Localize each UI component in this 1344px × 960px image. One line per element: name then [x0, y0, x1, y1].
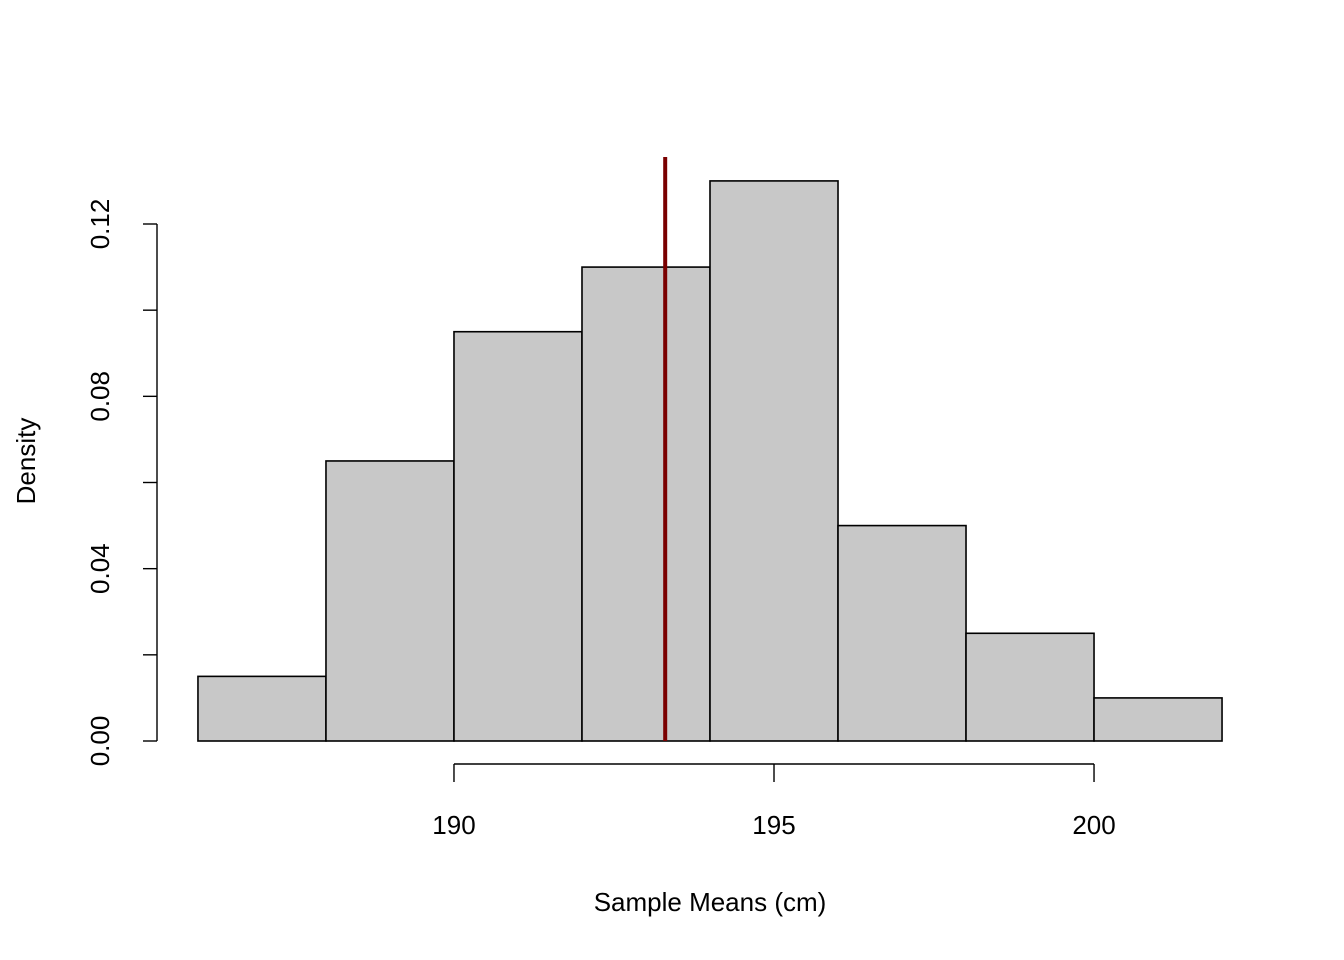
- histogram-bars: [197, 180, 1223, 742]
- histogram-bar-5: [709, 180, 839, 742]
- histogram-bar-2: [325, 460, 455, 742]
- y-tick-label: 0.00: [85, 716, 115, 767]
- histogram-bar-8: [1093, 697, 1223, 742]
- y-tick-label: 0.08: [85, 371, 115, 422]
- histogram-bar-4: [581, 266, 711, 742]
- histogram-bar-6: [837, 524, 967, 742]
- y-tick-label: 0.04: [85, 543, 115, 594]
- x-tick-label: 190: [432, 810, 475, 840]
- x-axis-title: Sample Means (cm): [594, 887, 827, 917]
- histogram-bar-7: [965, 632, 1095, 742]
- y-axis: 0.00 0.04 0.08 0.12: [85, 199, 158, 767]
- histogram-bar-3: [453, 330, 583, 742]
- y-axis-title: Density: [11, 418, 41, 505]
- x-tick-label: 195: [752, 810, 795, 840]
- x-axis: 190 195 200: [432, 763, 1116, 840]
- histogram-bar-1: [197, 675, 327, 742]
- y-tick-label: 0.12: [85, 199, 115, 250]
- x-tick-label: 200: [1072, 810, 1115, 840]
